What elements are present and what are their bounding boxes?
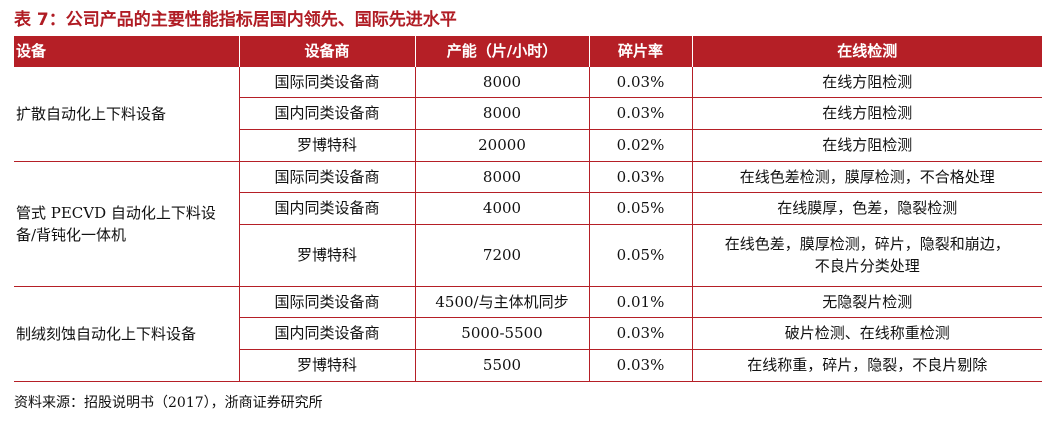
inspection-cell: 在线称重，碎片，隐裂，不良片剔除 bbox=[691, 348, 1042, 382]
table-title: 表 7：公司产品的主要性能指标居国内领先、国际先进水平 bbox=[14, 10, 457, 30]
device-name: 制绒刻蚀自动化上下料设备 bbox=[16, 324, 197, 343]
inspection-cell: 在线色差检测，膜厚检测，不合格处理 bbox=[691, 160, 1042, 193]
inspection-line-2: 不良片分类处理 bbox=[814, 257, 920, 275]
header-row: 设备 设备商 产能（片/小时） 碎片率 在线检测 bbox=[14, 36, 1042, 66]
col-header-inspection: 在线检测 bbox=[837, 42, 898, 61]
table-row: 罗博特科 5500 0.03% 在线称重，碎片，隐裂，不良片剔除 bbox=[14, 348, 1042, 382]
table-row: 国内同类设备商 8000 0.03% 在线方阻检测 bbox=[14, 96, 1042, 130]
inspection-cell: 在线色差，膜厚检测，碎片，隐裂和崩边， 不良片分类处理 bbox=[691, 223, 1042, 287]
inspection-cell: 无隐裂片检测 bbox=[691, 285, 1042, 318]
breakage-cell: 0.02% bbox=[588, 128, 693, 162]
table-row: 罗博特科 7200 0.05% 在线色差，膜厚检测，碎片，隐裂和崩边， 不良片分… bbox=[14, 223, 1042, 287]
inspection-cell: 在线方阻检测 bbox=[691, 128, 1042, 162]
capacity-cell: 4000 bbox=[414, 191, 590, 225]
vendor-cell: 国内同类设备商 bbox=[238, 96, 416, 130]
capacity-cell: 8000 bbox=[414, 96, 590, 130]
inspection-cell: 破片检测、在线称重检测 bbox=[691, 316, 1042, 350]
capacity-cell: 8000 bbox=[414, 65, 590, 98]
breakage-cell: 0.05% bbox=[588, 191, 693, 225]
col-header-capacity: 产能（片/小时） bbox=[415, 36, 590, 66]
table-row: 制绒刻蚀自动化上下料设备 国际同类设备商 4500/与主体机同步 0.01% 无… bbox=[14, 285, 1042, 382]
vendor-cell: 国内同类设备商 bbox=[238, 316, 416, 350]
vendor-cell: 国内同类设备商 bbox=[238, 191, 416, 225]
vendor-cell: 国际同类设备商 bbox=[238, 285, 416, 318]
capacity-cell: 4500/与主体机同步 bbox=[414, 285, 590, 318]
device-name: 扩散自动化上下料设备 bbox=[16, 104, 167, 123]
capacity-cell: 5500 bbox=[414, 348, 590, 382]
device-name-line-1: 管式 PECVD 自动化上下料设 bbox=[16, 203, 216, 222]
breakage-cell: 0.01% bbox=[588, 285, 693, 318]
capacity-cell: 20000 bbox=[414, 128, 590, 162]
col-header-vendor: 设备商 bbox=[239, 36, 416, 66]
capacity-cell: 5000-5500 bbox=[414, 316, 590, 350]
col-header-device: 设备 bbox=[14, 36, 240, 66]
breakage-cell: 0.03% bbox=[588, 65, 693, 98]
breakage-cell: 0.03% bbox=[588, 160, 693, 193]
device-cell: 扩散自动化上下料设备 bbox=[14, 65, 240, 162]
capacity-cell: 7200 bbox=[414, 223, 590, 287]
device-name-line-2: 备/背钝化一体机 bbox=[16, 225, 127, 244]
breakage-cell: 0.03% bbox=[588, 316, 693, 350]
vendor-cell: 罗博特科 bbox=[238, 348, 416, 382]
vendor-cell: 国际同类设备商 bbox=[238, 65, 416, 98]
inspection-cell: 在线方阻检测 bbox=[691, 65, 1042, 98]
inspection-line-1: 在线色差，膜厚检测，碎片，隐裂和崩边， bbox=[724, 235, 1010, 253]
breakage-cell: 0.05% bbox=[588, 223, 693, 287]
breakage-cell: 0.03% bbox=[588, 348, 693, 382]
device-cell: 制绒刻蚀自动化上下料设备 bbox=[14, 285, 240, 382]
capacity-cell: 8000 bbox=[414, 160, 590, 193]
inspection-cell: 在线膜厚，色差，隐裂检测 bbox=[691, 191, 1042, 225]
inspection-cell: 在线方阻检测 bbox=[691, 96, 1042, 130]
device-cell: 管式 PECVD 自动化上下料设 备/背钝化一体机 bbox=[14, 160, 240, 287]
vendor-cell: 罗博特科 bbox=[238, 223, 416, 287]
vendor-cell: 国际同类设备商 bbox=[238, 160, 416, 193]
source-note: 资料来源：招股说明书（2017），浙商证券研究所 bbox=[14, 395, 323, 411]
spec-table: 设备 设备商 产能（片/小时） 碎片率 在线检测 扩散自动化上下料设备 国际同类… bbox=[14, 36, 1042, 382]
breakage-cell: 0.03% bbox=[588, 96, 693, 130]
table-row: 扩散自动化上下料设备 国际同类设备商 8000 0.03% 在线方阻检测 bbox=[14, 65, 1042, 162]
table-row: 管式 PECVD 自动化上下料设 备/背钝化一体机 国际同类设备商 8000 0… bbox=[14, 160, 1042, 287]
col-header-breakage: 碎片率 bbox=[589, 36, 693, 66]
vendor-cell: 罗博特科 bbox=[238, 128, 416, 162]
